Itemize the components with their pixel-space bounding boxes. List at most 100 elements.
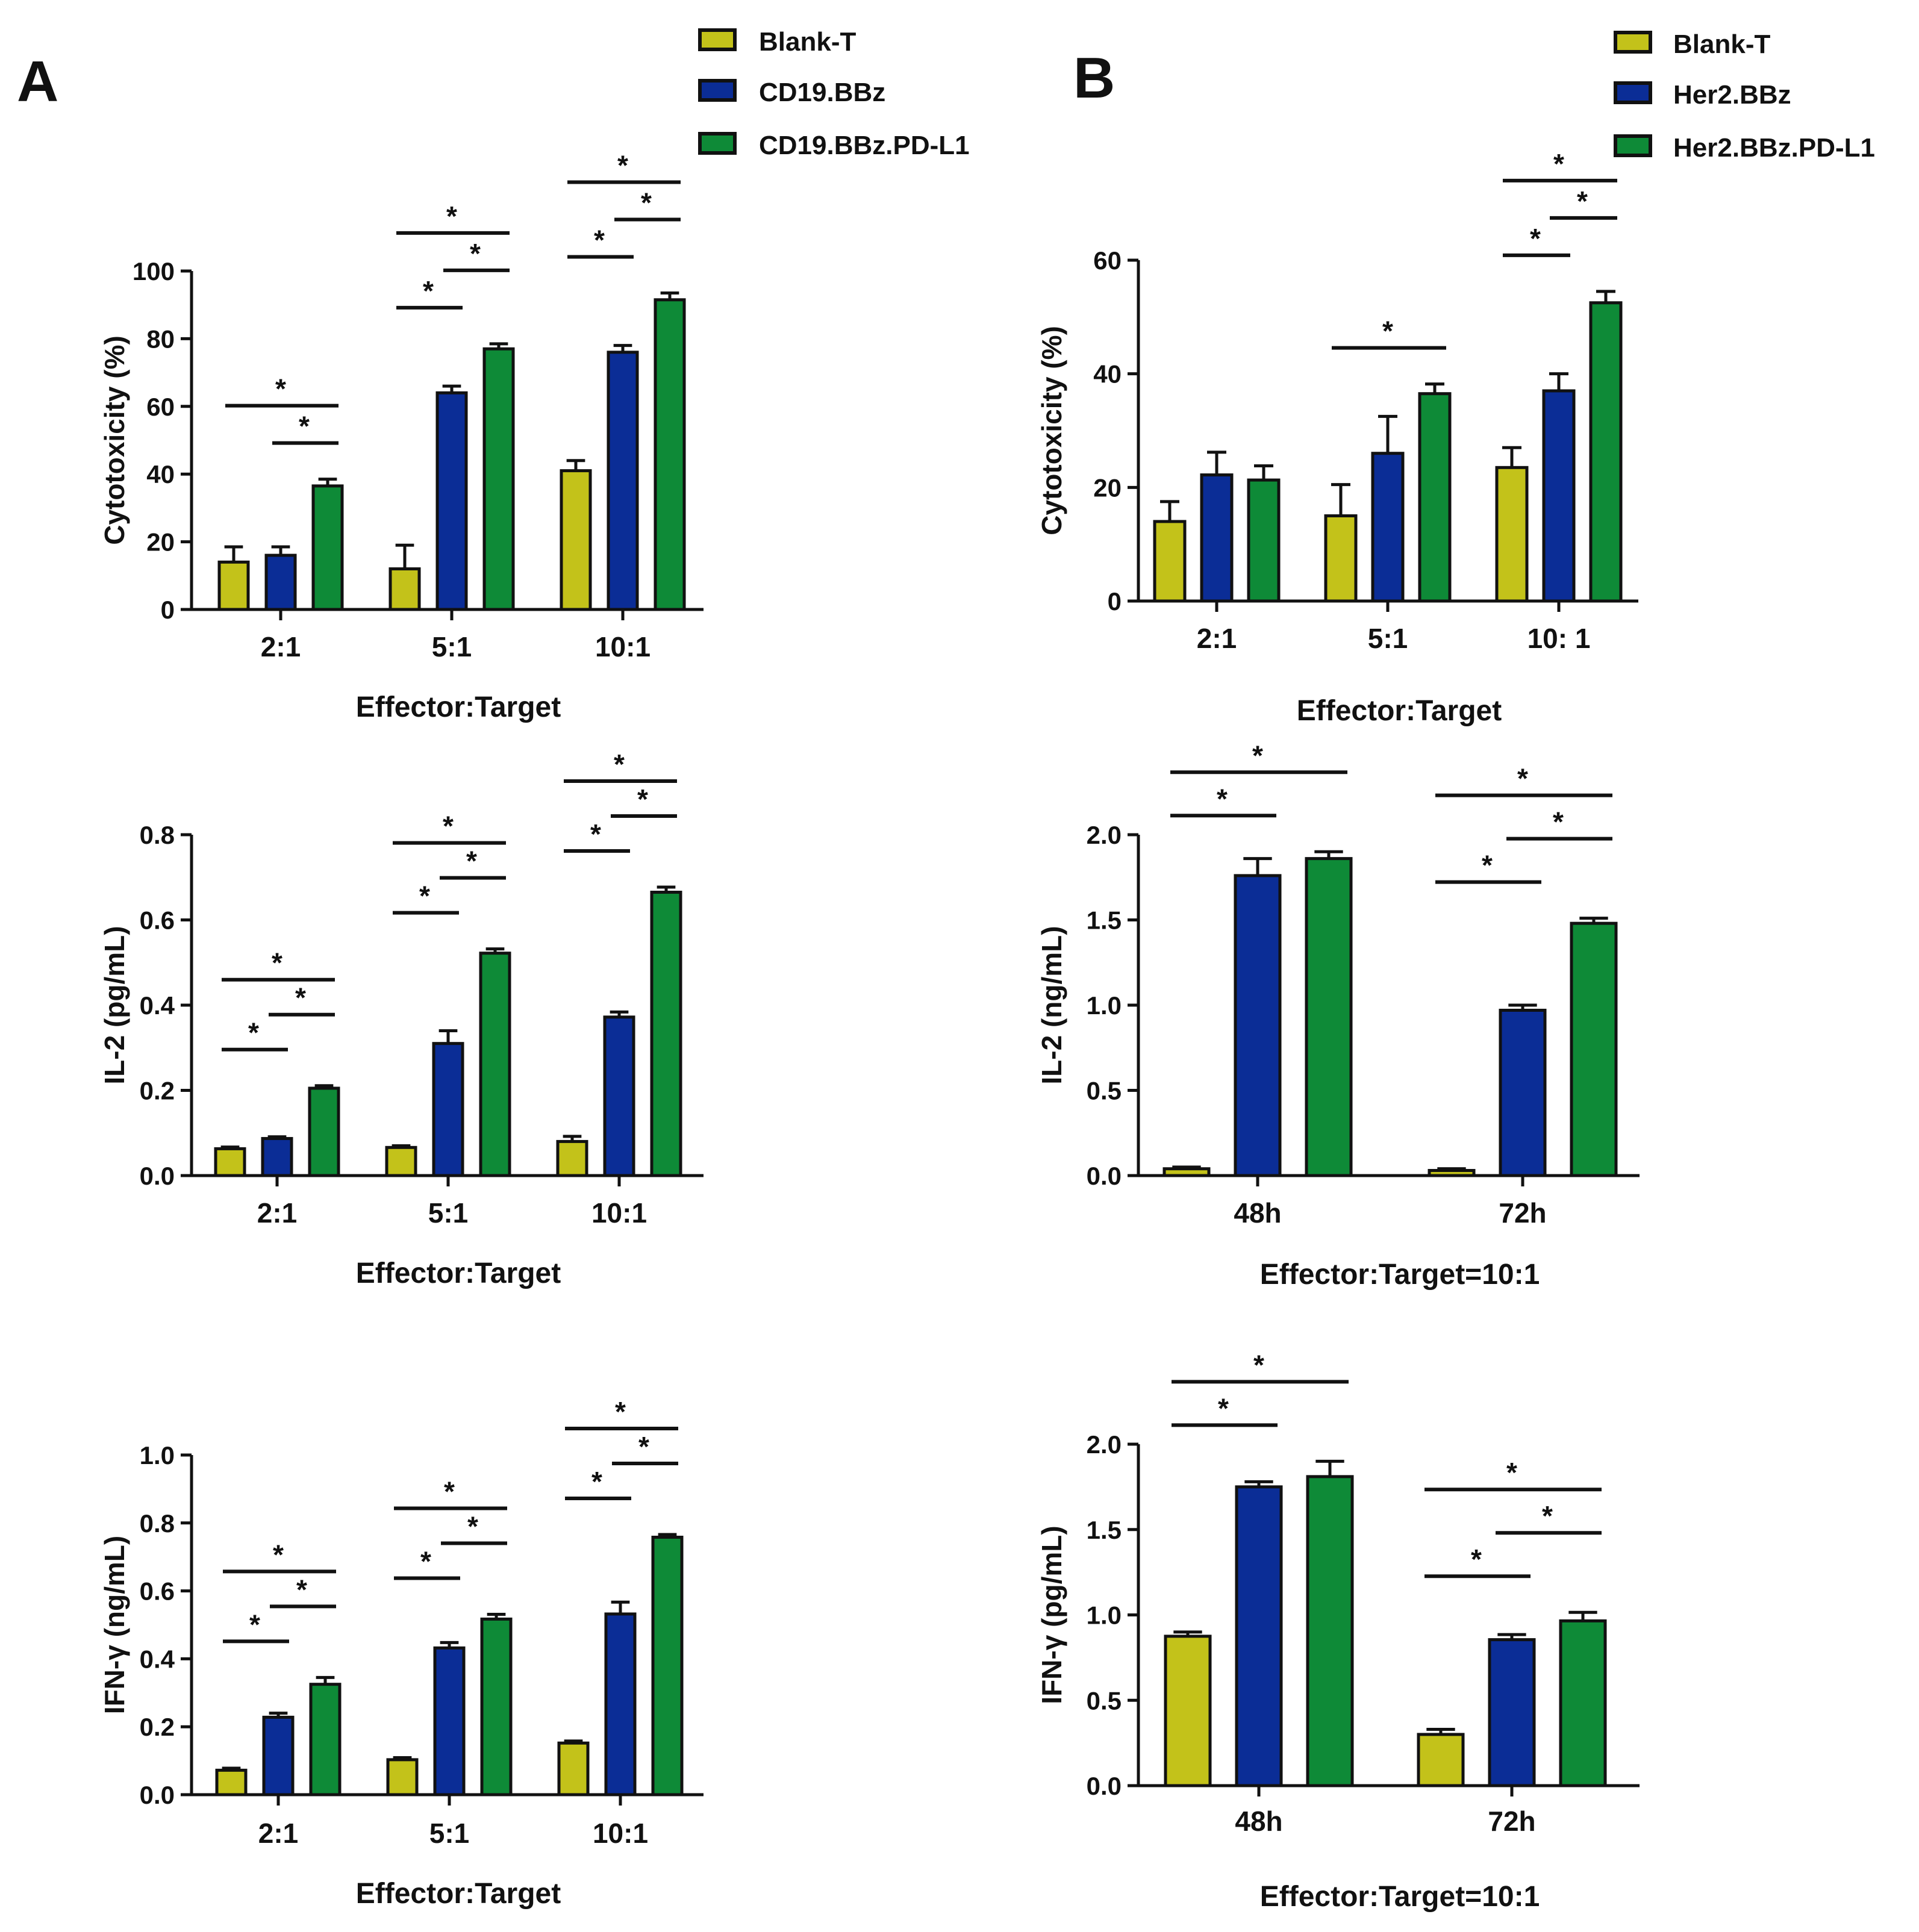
significance-star: * — [1577, 185, 1588, 217]
bar-cd19-bbz — [433, 1646, 466, 1796]
bar-her2-bbz-pd-l1 — [1305, 857, 1353, 1177]
significance-star: * — [420, 1546, 431, 1577]
bar-blank-t — [557, 1741, 590, 1796]
bar-blank-t — [560, 469, 592, 611]
y-tick-label: 0.5 — [1087, 1686, 1122, 1715]
y-tick-label: 0.8 — [140, 821, 175, 849]
legend-label-blank-t: Blank-T — [1673, 30, 1770, 59]
bar-cd19-bbz-pd-l1 — [480, 1617, 513, 1796]
y-tick-label: 0 — [1108, 587, 1122, 615]
x-axis-label: Effector:Target — [1297, 695, 1502, 727]
legend-label-her2-bbz-pd-l1: Her2.BBz.PD-L1 — [1673, 133, 1875, 163]
x-axis-label: Effector:Target — [356, 691, 561, 723]
x-axis-label: Effector:Target=10:1 — [1260, 1259, 1540, 1291]
y-tick-label: 0.6 — [140, 906, 175, 935]
significance-star: * — [273, 1539, 284, 1570]
bar-cd19-bbz-pd-l1 — [309, 1683, 342, 1796]
panel-label-a: A — [17, 49, 58, 114]
bar-her2-bbz-pd-l1 — [1247, 478, 1281, 603]
y-tick-label: 60 — [146, 393, 175, 421]
bar-blank-t — [214, 1147, 246, 1177]
y-axis-label: IFN-γ (pg/mL) — [1036, 1525, 1067, 1704]
significance-star: * — [467, 1511, 478, 1542]
significance-star: * — [1542, 1500, 1553, 1532]
significance-star: * — [1218, 1392, 1229, 1424]
significance-star: * — [249, 1609, 260, 1640]
y-tick-label: 0.5 — [1087, 1077, 1122, 1105]
bar-blank-t — [388, 567, 421, 611]
bar-blank-t — [1428, 1169, 1476, 1177]
y-axis-label: Cytotoxicity (%) — [99, 335, 130, 545]
bar-her2-bbz — [1542, 389, 1576, 603]
x-tick-label: 2:1 — [257, 1197, 297, 1229]
bar-cd19-bbz — [435, 391, 468, 611]
significance-star: * — [641, 187, 652, 219]
bar-cd19-bbz — [603, 1015, 635, 1177]
y-tick-label: 60 — [1093, 246, 1122, 275]
x-tick-label: 10: 1 — [1527, 623, 1591, 654]
y-tick-label: 0.0 — [1087, 1772, 1122, 1800]
x-tick-label: 5:1 — [429, 1818, 469, 1849]
bar-cd19-bbz-pd-l1 — [650, 891, 682, 1177]
y-tick-label: 0.8 — [140, 1509, 175, 1538]
bar-blank-t — [1153, 520, 1187, 603]
panel-label-b: B — [1073, 46, 1115, 110]
significance-star: * — [443, 811, 454, 842]
x-axis-label: Effector:Target — [356, 1878, 561, 1910]
significance-star: * — [419, 880, 430, 912]
chart-a-il2: 0.0 0.2 0.4 0.6 0.8 IL-2 (pg/mL) 2:1 5:1 10:1 Eff… — [99, 749, 704, 1289]
significance-star: * — [614, 749, 625, 780]
bar-her2-bbz-pd-l1 — [1589, 301, 1623, 603]
legend-swatch-cd19-bbz-pd-l1 — [698, 132, 737, 155]
bar-cd19-bbz — [607, 351, 639, 611]
bar-cd19-bbz-pd-l1 — [479, 952, 511, 1177]
y-tick-label: 1.0 — [1087, 991, 1122, 1020]
significance-star: * — [591, 1466, 602, 1497]
y-tick-label: 2.0 — [1087, 821, 1122, 849]
y-axis-label: IFN-γ (ng/mL) — [99, 1536, 130, 1714]
bar-blank-t — [386, 1758, 419, 1796]
x-tick-label: 10:1 — [591, 1197, 647, 1229]
significance-star: * — [1553, 148, 1564, 179]
bar-blank-t — [215, 1768, 248, 1796]
y-tick-label: 40 — [1093, 360, 1122, 388]
bar-her2-bbz — [1488, 1638, 1536, 1787]
bar-cd19-bbz-pd-l1 — [308, 1086, 340, 1177]
bar-cd19-bbz — [264, 553, 297, 611]
bar-cd19-bbz-pd-l1 — [311, 484, 344, 611]
y-tick-label: 0.0 — [140, 1162, 175, 1190]
y-tick-label: 0.4 — [140, 1645, 175, 1673]
x-tick-label: 72h — [1488, 1806, 1535, 1837]
significance-star: * — [1530, 223, 1541, 254]
bar-cd19-bbz — [261, 1136, 293, 1177]
x-tick-label: 5:1 — [432, 631, 472, 662]
x-tick-label: 10:1 — [593, 1818, 648, 1849]
significance-star: * — [1252, 740, 1263, 771]
x-axis-label: Effector:Target=10:1 — [1260, 1881, 1540, 1913]
y-tick-label: 2.0 — [1087, 1430, 1122, 1459]
significance-star: * — [637, 784, 648, 815]
significance-star: * — [272, 947, 282, 979]
bar-cd19-bbz-pd-l1 — [482, 347, 515, 611]
charts: 0 20 40 60 80 100 Cytotoxicity (%) 2:1 5:1 10:1 Ef… — [99, 148, 1640, 1913]
bar-blank-t — [556, 1139, 588, 1177]
significance-star: * — [299, 411, 310, 442]
bar-blank-t — [1495, 466, 1529, 603]
bar-her2-bbz — [1200, 473, 1234, 603]
significance-star: * — [470, 238, 481, 269]
y-tick-label: 40 — [146, 460, 175, 488]
significance-star: * — [1253, 1349, 1264, 1380]
bar-her2-bbz-pd-l1 — [1418, 392, 1452, 603]
y-tick-label: 0.6 — [140, 1577, 175, 1606]
x-tick-label: 72h — [1499, 1197, 1546, 1229]
y-tick-label: 1.0 — [1087, 1601, 1122, 1630]
y-tick-label: 0 — [161, 596, 175, 624]
significance-star: * — [590, 818, 601, 850]
chart-a-cytotoxicity: 0 20 40 60 80 100 Cytotoxicity (%) 2:1 5:1 10:1 Ef… — [99, 150, 704, 723]
legend-swatch-her2-bbz — [1614, 81, 1652, 104]
bar-her2-bbz — [1235, 1485, 1283, 1787]
chart-b-cytotoxicity: 0 20 40 60 Cytotoxicity (%) 2:1 5:1 10: 1 Effect… — [1036, 148, 1638, 727]
bar-cd19-bbz — [432, 1042, 464, 1177]
bar-her2-bbz — [1499, 1008, 1547, 1177]
